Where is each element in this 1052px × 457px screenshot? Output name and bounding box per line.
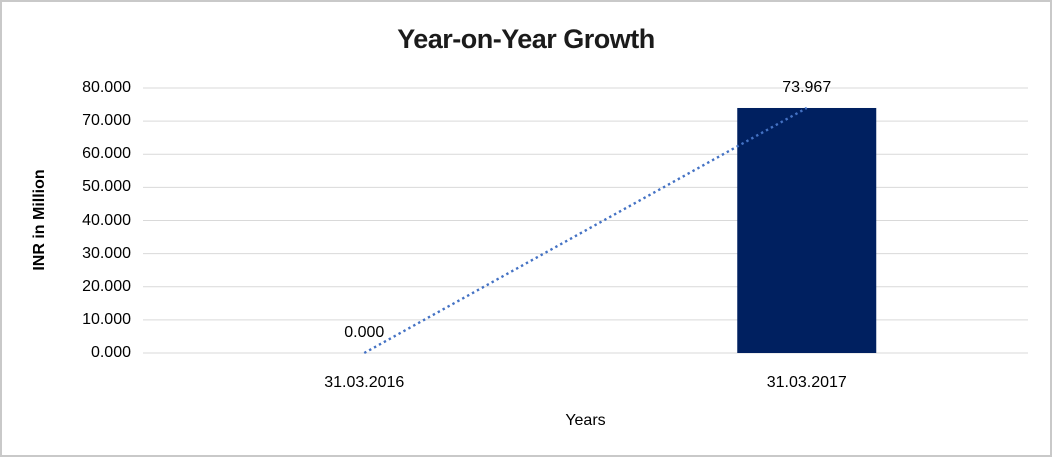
y-tick-label: 70.000: [82, 112, 131, 130]
x-tick-label: 31.03.2016: [324, 374, 405, 391]
y-tick-label: 0.000: [90, 344, 131, 361]
chart-title: Year-on-Year Growth: [397, 24, 655, 54]
x-axis-title: Years: [565, 412, 606, 429]
y-tick-label: 10.000: [82, 310, 131, 328]
bar-31.03.2017[interactable]: [737, 107, 877, 353]
y-tick-label: 30.000: [82, 244, 131, 262]
data-label-31.03.2016: 0.000: [344, 324, 385, 341]
y-tick-label: 80.000: [82, 79, 131, 96]
y-tick-label: 40.000: [82, 211, 131, 229]
y-tick-label: 60.000: [82, 145, 131, 163]
y-tick-label: 50.000: [82, 178, 131, 196]
x-tick-label: 31.03.2017: [766, 374, 847, 391]
data-label-31.03.2017: 73.967: [782, 78, 832, 96]
trendline[interactable]: [363, 106, 808, 355]
y-tick-label: 20.000: [82, 277, 131, 295]
